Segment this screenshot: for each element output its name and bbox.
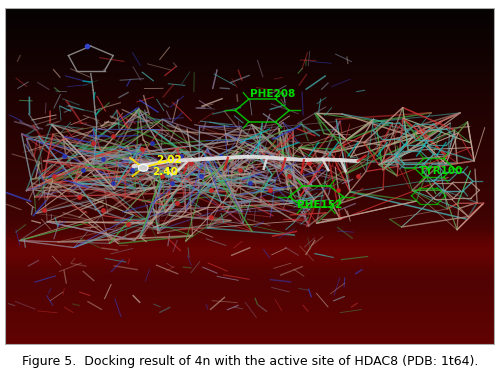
Text: 2.40: 2.40 [152, 167, 178, 177]
Circle shape [138, 164, 148, 171]
Text: PHE208: PHE208 [250, 88, 295, 99]
Text: PHE152: PHE152 [296, 200, 342, 210]
Text: TYR100: TYR100 [419, 166, 464, 176]
Text: 2.02: 2.02 [156, 155, 182, 165]
Text: Figure 5.  Docking result of 4n with the active site of HDAC8 (PDB: 1t64).: Figure 5. Docking result of 4n with the … [22, 356, 478, 368]
